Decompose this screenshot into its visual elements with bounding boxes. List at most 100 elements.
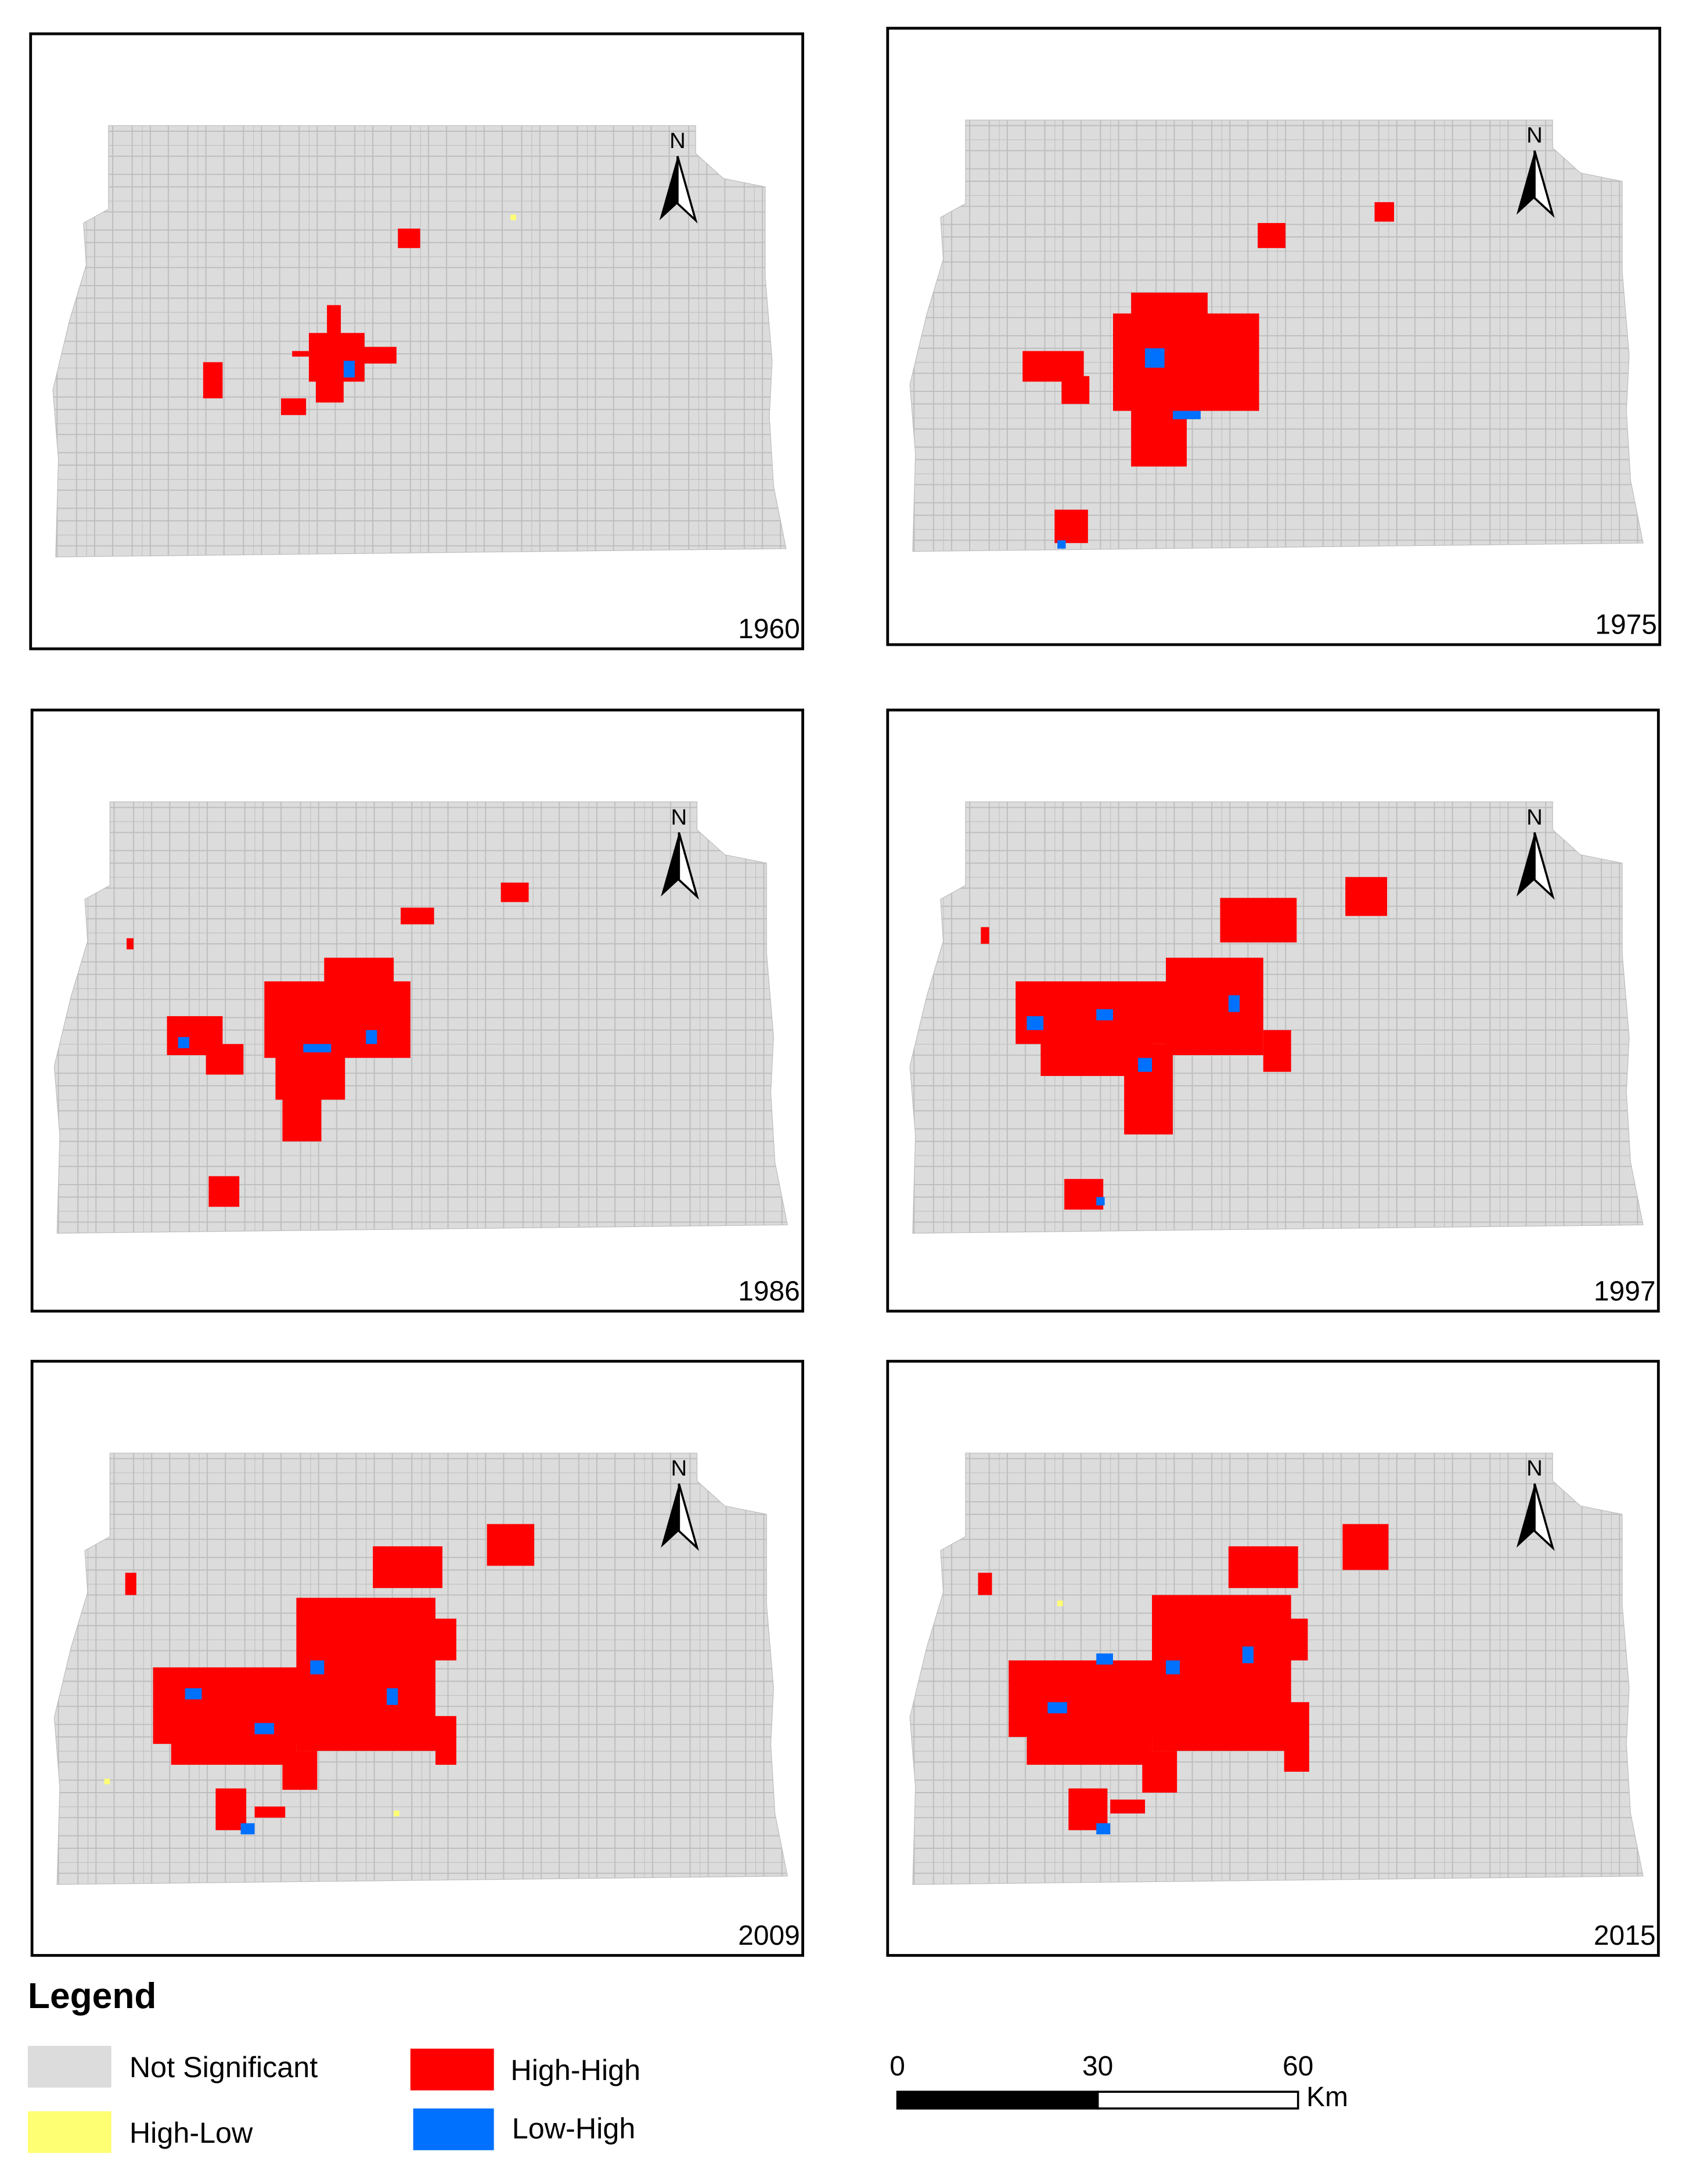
cluster-area — [104, 1779, 110, 1784]
cluster-area — [275, 1050, 345, 1100]
north-arrow — [678, 1483, 699, 1551]
panel-year: 1960 — [738, 614, 800, 645]
cluster-area — [1047, 1702, 1067, 1714]
cluster-area — [282, 1751, 318, 1790]
north-arrow — [1516, 150, 1535, 215]
cluster-area — [1242, 1646, 1254, 1664]
north-arrow — [1533, 1483, 1555, 1551]
cluster-area — [1061, 376, 1090, 404]
legend-swatch — [410, 2048, 494, 2091]
cluster-area — [394, 1811, 399, 1816]
cluster-area — [362, 347, 397, 364]
panel-year: 1997 — [1594, 1276, 1656, 1307]
cluster-area — [487, 1524, 535, 1566]
panel-year: 2015 — [1594, 1920, 1656, 1951]
cluster-area — [1096, 1823, 1111, 1834]
cluster-area — [1145, 348, 1165, 368]
cluster-area — [1263, 1030, 1291, 1072]
north-arrow — [1533, 150, 1555, 218]
cluster-area — [1228, 995, 1240, 1012]
cluster-area — [1057, 1600, 1063, 1606]
cluster-area — [1112, 313, 1259, 411]
north-arrow — [1533, 832, 1555, 900]
cluster-area — [327, 305, 341, 340]
cluster-area — [127, 938, 134, 949]
cluster-area — [1258, 223, 1286, 249]
north-label: N — [1526, 1456, 1543, 1481]
cluster-area — [1220, 898, 1297, 942]
north-arrow — [661, 1484, 679, 1548]
legend-label: Low-High — [512, 2112, 636, 2145]
north-label: N — [669, 128, 686, 153]
scale-tick-label: 0 — [889, 2051, 905, 2082]
cluster-area — [208, 1176, 240, 1207]
panel-year: 1975 — [1595, 610, 1657, 641]
cluster-area — [303, 1044, 332, 1053]
cluster-area — [1166, 958, 1263, 1056]
cluster-area — [125, 1573, 136, 1595]
cluster-area — [1131, 292, 1208, 321]
cluster-area — [1096, 1653, 1113, 1665]
cluster-area — [366, 1030, 377, 1044]
cluster-area — [1015, 981, 1169, 1044]
cluster-area — [1009, 1660, 1162, 1737]
panel-year: 2009 — [738, 1920, 800, 1951]
cluster-area — [373, 1546, 442, 1588]
cluster-area — [310, 1660, 325, 1675]
north-arrow — [659, 156, 678, 221]
north-arrow — [676, 156, 698, 224]
north-arrow — [661, 832, 679, 897]
map-panel: N 2009 — [30, 1359, 805, 1957]
cluster-area — [981, 927, 989, 944]
cluster-area — [500, 882, 529, 902]
cluster-area — [401, 908, 434, 924]
cluster-area — [1096, 1197, 1105, 1206]
legend-swatch — [27, 2046, 111, 2088]
cluster-area — [153, 1667, 307, 1744]
legend-title: Legend — [28, 1976, 157, 2016]
cluster-area — [1228, 1546, 1298, 1588]
cluster-area — [264, 981, 410, 1058]
cluster-area — [203, 362, 223, 398]
map-panel: N 2015 — [886, 1359, 1660, 1957]
north-label: N — [1526, 123, 1543, 148]
cluster-area — [1054, 509, 1088, 544]
legend-label: Not Significant — [129, 2050, 318, 2084]
cluster-area — [185, 1688, 202, 1700]
cluster-area — [315, 375, 344, 403]
north-arrow — [1516, 1484, 1535, 1548]
cluster-area — [1173, 411, 1201, 419]
cluster-area — [1096, 1009, 1113, 1021]
cluster-area — [510, 214, 516, 221]
legend-label: High-Low — [129, 2116, 253, 2149]
cluster-area — [1342, 1524, 1389, 1570]
cluster-area — [1277, 1618, 1308, 1661]
cluster-area — [1166, 1660, 1180, 1675]
cluster-area — [343, 361, 355, 378]
cluster-area — [1284, 1702, 1309, 1772]
legend-swatch — [413, 2108, 494, 2150]
cluster-area — [1345, 877, 1388, 916]
cluster-area — [296, 1597, 436, 1751]
cluster-area — [1124, 1044, 1173, 1135]
cluster-area — [324, 958, 394, 993]
cluster-area — [254, 1723, 275, 1735]
map-panel: N 1960 — [29, 32, 805, 650]
map-panel: N 1986 — [30, 708, 805, 1313]
map-panel: N 1975 — [886, 27, 1662, 646]
cluster-area — [1142, 1751, 1177, 1793]
map-panel: N 1997 — [886, 708, 1660, 1313]
panel-year: 1986 — [738, 1276, 800, 1307]
north-arrow — [1516, 832, 1535, 897]
cluster-area — [240, 1823, 255, 1834]
cluster-area — [1374, 202, 1395, 222]
cluster-area — [1027, 1016, 1044, 1030]
cluster-area — [171, 1737, 297, 1765]
cluster-area — [178, 1037, 189, 1049]
scale-segment — [896, 2091, 1099, 2110]
cluster-area — [308, 333, 365, 382]
cluster-area — [1138, 1057, 1153, 1072]
cluster-area — [282, 1092, 322, 1142]
cluster-area — [254, 1806, 286, 1818]
cluster-area — [978, 1573, 992, 1595]
